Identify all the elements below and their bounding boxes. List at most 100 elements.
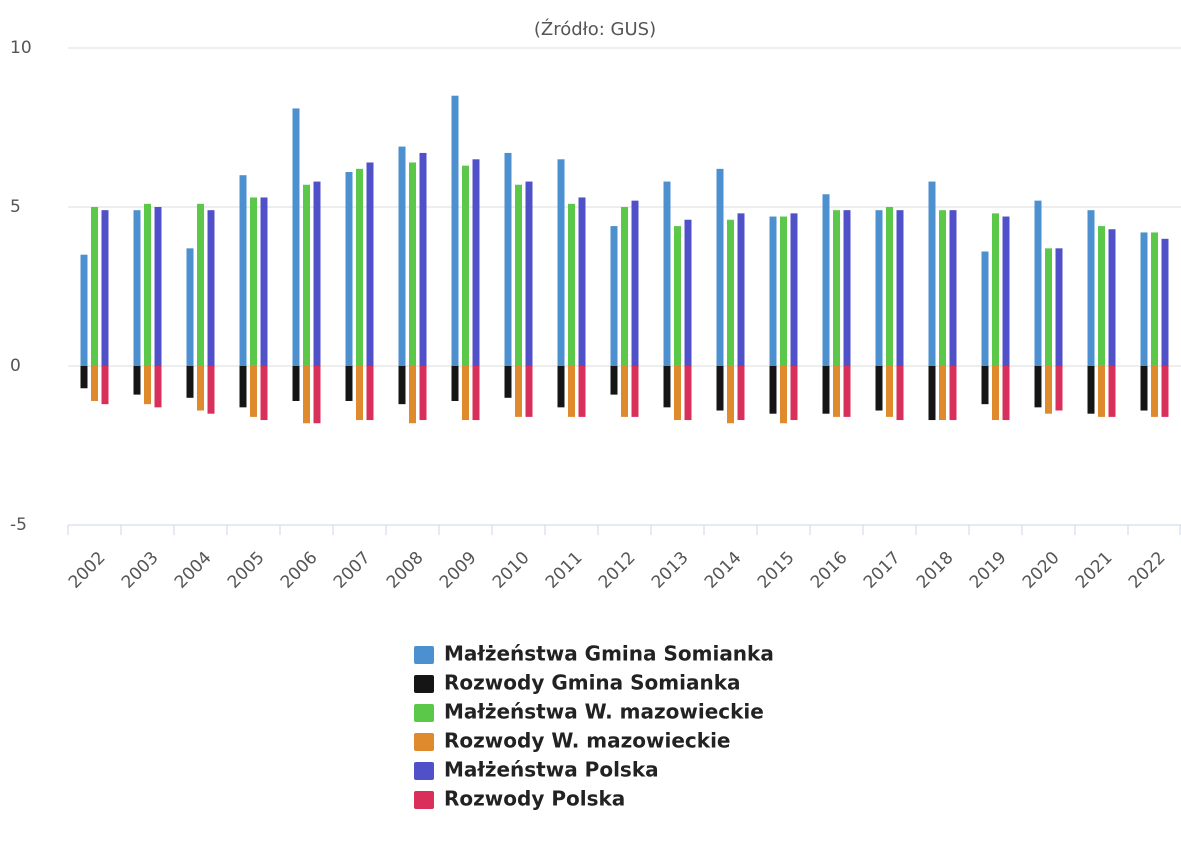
legend-swatch xyxy=(414,646,434,664)
bar xyxy=(716,168,724,366)
bar xyxy=(1087,210,1095,366)
bar xyxy=(1140,366,1148,411)
bar xyxy=(525,181,533,366)
bar xyxy=(515,366,522,417)
bar xyxy=(790,213,798,366)
bar xyxy=(515,184,522,366)
bar xyxy=(472,159,480,366)
bar xyxy=(356,366,363,421)
legend-swatch xyxy=(414,791,434,809)
bar xyxy=(1098,366,1105,417)
bar xyxy=(716,366,724,411)
bar xyxy=(292,366,300,401)
bar xyxy=(737,366,745,421)
bar xyxy=(727,219,734,366)
bar xyxy=(939,210,946,366)
x-tick-label: 2022 xyxy=(1125,548,1170,593)
bar xyxy=(896,210,904,366)
bar xyxy=(451,366,459,401)
bar xyxy=(557,159,565,366)
bar xyxy=(843,210,851,366)
bar xyxy=(144,203,151,366)
bar xyxy=(472,366,480,421)
bar xyxy=(1045,248,1052,366)
bar xyxy=(875,366,883,411)
bar xyxy=(1055,366,1063,411)
bar xyxy=(684,219,692,366)
bar xyxy=(398,146,406,366)
bar xyxy=(578,197,586,366)
bar xyxy=(154,366,162,408)
legend-label: Małżeństwa W. mazowieckie xyxy=(444,700,764,724)
y-tick-label: 0 xyxy=(10,356,21,376)
bar xyxy=(928,366,936,421)
bar xyxy=(833,210,840,366)
bar xyxy=(1034,366,1042,408)
legend-swatch xyxy=(414,733,434,751)
bar xyxy=(1108,229,1116,366)
legend-swatch xyxy=(414,675,434,693)
bar xyxy=(133,366,141,395)
bar xyxy=(239,175,247,366)
bar xyxy=(101,366,109,405)
bar xyxy=(525,366,533,417)
bar xyxy=(186,248,194,366)
bar xyxy=(1151,232,1158,366)
bar xyxy=(790,366,798,421)
bar xyxy=(504,152,512,366)
bar xyxy=(684,366,692,421)
y-tick-label: -5 xyxy=(10,515,27,535)
bar xyxy=(1140,232,1148,366)
bar xyxy=(896,366,904,421)
bar xyxy=(1034,200,1042,366)
bar xyxy=(769,216,777,366)
bar xyxy=(769,366,777,414)
y-tick-label: 10 xyxy=(10,38,32,58)
bar xyxy=(356,168,363,366)
legend-swatch xyxy=(414,704,434,722)
bar xyxy=(419,152,427,366)
x-tick-label: 2004 xyxy=(171,548,216,593)
bar xyxy=(250,197,257,366)
bar xyxy=(409,162,416,366)
x-tick-label: 2010 xyxy=(489,548,534,593)
bar xyxy=(239,366,247,408)
bar xyxy=(843,366,851,417)
bar xyxy=(101,210,109,366)
bar xyxy=(981,251,989,366)
bar xyxy=(197,366,204,411)
x-tick-label: 2008 xyxy=(383,548,428,593)
bar xyxy=(663,181,671,366)
bar xyxy=(91,207,98,366)
x-tick-label: 2016 xyxy=(807,548,852,593)
x-tick-label: 2020 xyxy=(1019,548,1064,593)
bar xyxy=(875,210,883,366)
legend-label: Rozwody W. mazowieckie xyxy=(444,729,731,753)
bar xyxy=(939,366,946,421)
bar xyxy=(1161,238,1169,366)
bar xyxy=(621,366,628,417)
bar xyxy=(366,162,374,366)
bar xyxy=(1002,216,1010,366)
x-tick-label: 2013 xyxy=(648,548,693,593)
x-tick-label: 2005 xyxy=(224,548,269,593)
y-tick-label: 5 xyxy=(10,197,21,217)
bar xyxy=(207,210,215,366)
bar xyxy=(154,207,162,366)
bar xyxy=(886,207,893,366)
bar xyxy=(992,366,999,421)
bar xyxy=(1151,366,1158,417)
bar xyxy=(409,366,416,424)
bar xyxy=(833,366,840,417)
bar xyxy=(260,197,268,366)
x-tick-label: 2007 xyxy=(330,548,375,593)
bar xyxy=(303,184,310,366)
bar xyxy=(133,210,141,366)
bar xyxy=(398,366,406,405)
bar xyxy=(250,366,257,417)
bar xyxy=(610,366,618,395)
bar xyxy=(631,200,639,366)
legend-label: Rozwody Polska xyxy=(444,787,625,811)
bar xyxy=(822,194,830,366)
